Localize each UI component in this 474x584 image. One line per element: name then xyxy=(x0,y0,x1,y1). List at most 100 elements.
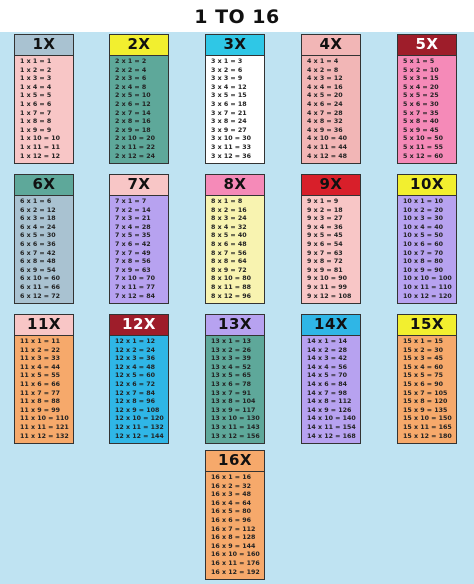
table-row: 5 x 2 = 10 xyxy=(403,66,439,74)
table-row: 15 x 9 = 135 xyxy=(403,406,448,414)
table-13x: 13X 13 x 1 = 13 13 x 2 = 26 13 x 3 = 39 13 x… xyxy=(205,314,265,445)
table-row: 2 x 3 = 6 xyxy=(115,75,147,83)
table-row: 2 x 11 = 22 xyxy=(115,143,156,151)
table-row: 16 x 7 = 112 xyxy=(211,525,256,533)
table-row: 5 x 4 = 20 xyxy=(403,83,439,91)
table-row: 9 x 11 = 99 xyxy=(307,283,348,291)
table-row: 16 x 1 = 16 xyxy=(211,474,252,481)
table-row: 16 x 2 = 32 xyxy=(211,482,252,490)
table-body: 12 x 1 = 12 12 x 2 = 24 12 x 3 = 36 12 x 4 … xyxy=(109,336,169,445)
table-row: 16 x 6 = 96 xyxy=(211,516,252,524)
table-row: 9 x 12 = 108 xyxy=(307,292,352,300)
table-row: 2 x 10 = 20 xyxy=(115,135,156,143)
table-row: 11 x 11 = 121 xyxy=(20,423,69,431)
table-row: 6 x 1 = 6 xyxy=(20,198,52,205)
table-row: 5 x 5 = 25 xyxy=(403,92,439,100)
table-row: 8 x 3 = 24 xyxy=(211,215,247,223)
table-14x: 14X 14 x 1 = 14 14 x 2 = 28 14 x 3 = 42 14 x… xyxy=(301,314,361,445)
table-row: 12 x 5 = 60 xyxy=(115,372,156,380)
table-row: 15 x 3 = 45 xyxy=(403,355,444,363)
table-row: 5 x 8 = 40 xyxy=(403,118,439,126)
table-row: 14 x 1 = 14 xyxy=(307,338,348,345)
table-row: 4 x 8 = 32 xyxy=(307,118,343,126)
table-row: 15 x 2 = 30 xyxy=(403,346,444,354)
table-row: 5 x 10 = 50 xyxy=(403,135,444,143)
table-body: 15 x 1 = 15 15 x 2 = 30 15 x 3 = 45 15 x 4 … xyxy=(397,336,457,445)
table-row: 16 x 4 = 64 xyxy=(211,499,252,507)
table-row: 8 x 5 = 40 xyxy=(211,232,247,240)
table-row: 8 x 1 = 8 xyxy=(211,198,243,205)
table-row: 4 x 1 = 4 xyxy=(307,58,339,65)
table-row: 11 x 7 = 77 xyxy=(20,389,61,397)
table-row: 15 x 11 = 165 xyxy=(403,423,452,431)
table-row: 4 x 3 = 12 xyxy=(307,75,343,83)
table-15x: 15X 15 x 1 = 15 15 x 2 = 30 15 x 3 = 45 15 x… xyxy=(397,314,457,445)
table-row: 10 x 2 = 20 xyxy=(403,206,444,214)
table-row: 6 x 9 = 54 xyxy=(20,266,56,274)
table-row: 14 x 12 = 168 xyxy=(307,432,356,440)
table-row: 13 x 5 = 65 xyxy=(211,372,252,380)
table-row: 2 x 8 = 16 xyxy=(115,118,151,126)
table-row: 7 x 12 = 84 xyxy=(115,292,156,300)
table-row: 9 x 10 = 90 xyxy=(307,275,348,283)
table-header: 5X xyxy=(397,34,457,56)
table-row: 4 x 5 = 20 xyxy=(307,92,343,100)
table-row: 11 x 3 = 33 xyxy=(20,355,61,363)
table-row: 7 x 1 = 7 xyxy=(115,198,147,205)
table-row: 10 x 1 = 10 xyxy=(403,198,444,205)
table-row: 5 x 11 = 55 xyxy=(403,143,444,151)
table-header: 14X xyxy=(301,314,361,336)
table-body: 11 x 1 = 11 11 x 2 = 22 11 x 3 = 33 11 x 4 … xyxy=(14,336,74,445)
table-row: 7 x 7 = 49 xyxy=(115,249,151,257)
table-row: 6 x 3 = 18 xyxy=(20,215,56,223)
table-row: 10 x 12 = 120 xyxy=(403,292,452,300)
table-row: 8 x 12 = 96 xyxy=(211,292,252,300)
table-row: 14 x 11 = 154 xyxy=(307,423,356,431)
table-row: 8 x 6 = 48 xyxy=(211,240,247,248)
table-row: 12 x 2 = 24 xyxy=(115,346,156,354)
table-row: 3 x 11 = 33 xyxy=(211,143,252,151)
table-header: 12X xyxy=(109,314,169,336)
table-row: 13 x 1 = 13 xyxy=(211,338,252,345)
table-row: 16 x 10 = 160 xyxy=(211,551,260,559)
table-row: 15 x 6 = 90 xyxy=(403,380,444,388)
table-row: 3 x 8 = 24 xyxy=(211,118,247,126)
table-row: 4 x 10 = 40 xyxy=(307,135,348,143)
table-row: 4 x 12 = 48 xyxy=(307,152,348,160)
table-row: 11 x 1 = 11 xyxy=(20,338,61,345)
table-row: 13 x 11 = 143 xyxy=(211,423,260,431)
table-row: 3 x 10 = 30 xyxy=(211,135,252,143)
table-row: 4 x 9 = 36 xyxy=(307,126,343,134)
table-row: 5 x 3 = 15 xyxy=(403,75,439,83)
table-row: 16 x 5 = 80 xyxy=(211,508,252,516)
table-row: 8 x 4 = 32 xyxy=(211,223,247,231)
table-row: 1 x 2 = 2 xyxy=(20,66,52,74)
table-row: 7 x 3 = 21 xyxy=(115,215,151,223)
table-row: 1 x 11 = 11 xyxy=(20,143,61,151)
table-row: 1 x 4 = 4 xyxy=(20,83,52,91)
table-row: 10 x 3 = 30 xyxy=(403,215,444,223)
table-10x: 10X 10 x 1 = 10 10 x 2 = 20 10 x 3 = 30 10 x… xyxy=(397,174,457,305)
table-row: 6 x 2 = 12 xyxy=(20,206,56,214)
table-row: 3 x 4 = 12 xyxy=(211,83,247,91)
table-row: 14 x 5 = 70 xyxy=(307,372,348,380)
table-row: 8 x 10 = 80 xyxy=(211,275,252,283)
table-header: 2X xyxy=(109,34,169,56)
page-title: 1 TO 16 xyxy=(194,6,280,28)
table-row: 5 x 9 = 45 xyxy=(403,126,439,134)
table-row: 15 x 12 = 180 xyxy=(403,432,452,440)
table-row: 16 x 12 = 192 xyxy=(211,568,260,576)
table-row: 5 x 7 = 35 xyxy=(403,109,439,117)
table-row: 11 x 2 = 22 xyxy=(20,346,61,354)
table-row: 14 x 2 = 28 xyxy=(307,346,348,354)
table-header: 10X xyxy=(397,174,457,196)
table-row: 11 x 10 = 110 xyxy=(20,415,69,423)
table-row: 1 x 5 = 5 xyxy=(20,92,52,100)
table-row: 12 x 11 = 132 xyxy=(115,423,164,431)
